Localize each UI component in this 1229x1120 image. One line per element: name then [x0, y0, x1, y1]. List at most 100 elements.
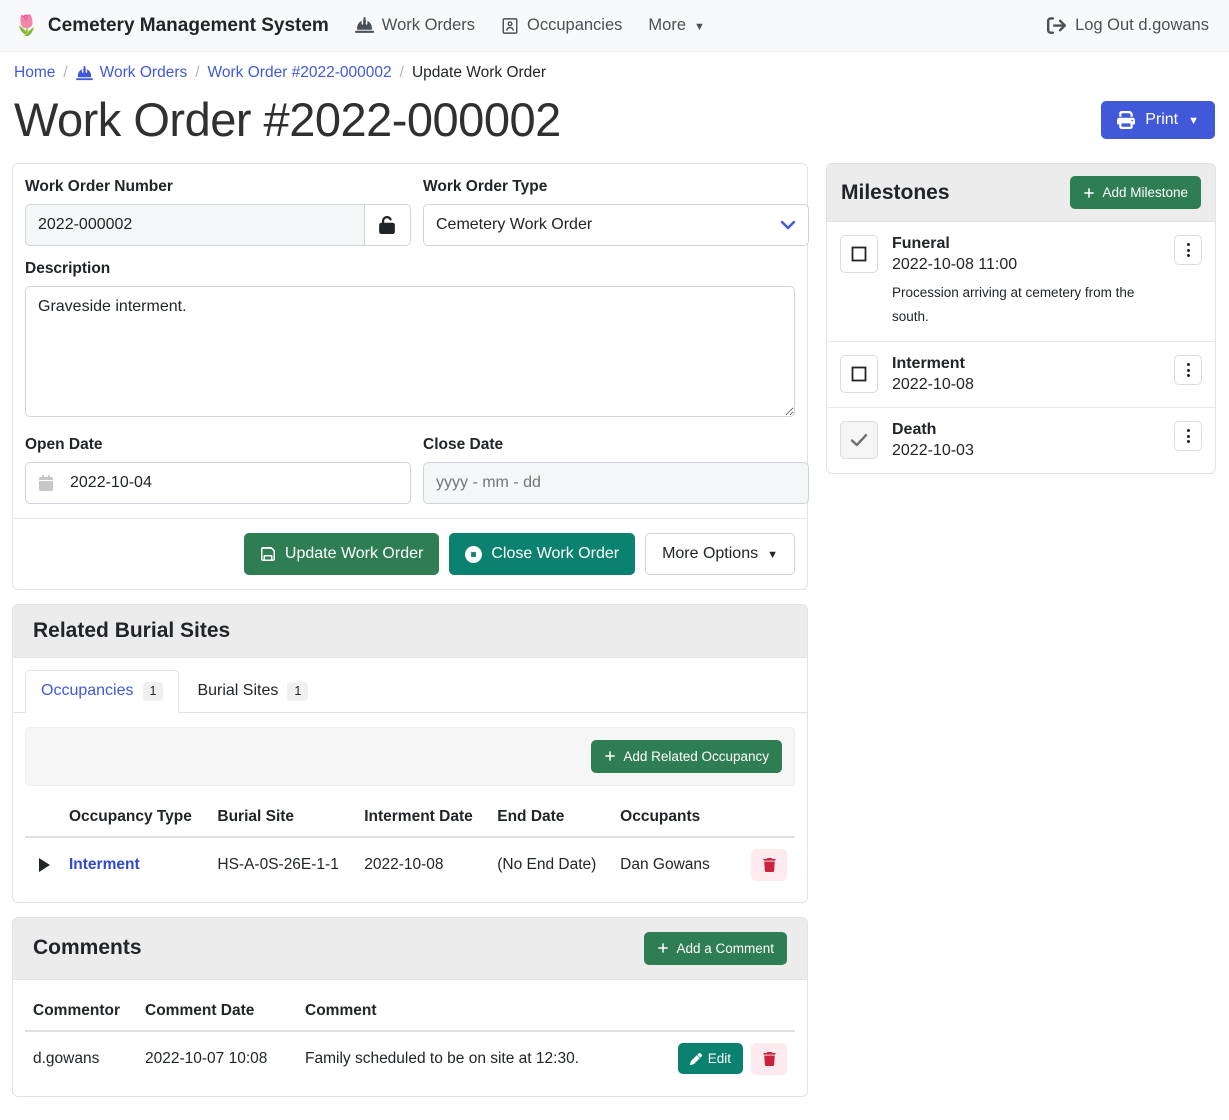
breadcrumb-work-orders-label: Work Orders	[99, 64, 188, 81]
page-title-row: Work Order #2022-000002 Print ▼	[0, 82, 1229, 153]
trash-icon	[762, 1051, 776, 1066]
logout-button[interactable]: Log Out d.gowans	[1047, 16, 1215, 35]
top-navbar: 🌷 Cemetery Management System Work Orders…	[0, 0, 1229, 52]
column-comment-date: Comment Date	[137, 995, 297, 1032]
breadcrumb-home[interactable]: Home	[14, 64, 56, 81]
milestone-checkbox[interactable]	[840, 235, 878, 273]
add-milestone-button[interactable]: Add Milestone	[1070, 176, 1201, 209]
update-work-order-button[interactable]: Update Work Order	[243, 533, 440, 575]
milestone-menu-button[interactable]	[1174, 421, 1202, 452]
add-comment-label: Add a Comment	[676, 940, 774, 956]
add-milestone-label: Add Milestone	[1102, 185, 1188, 200]
close-date-label: Close Date	[423, 436, 504, 453]
occupancies-table-header-row: Occupancy Type Burial Site Interment Dat…	[25, 801, 795, 838]
cell-commentor: d.gowans	[33, 1049, 100, 1067]
vertical-ellipsis-icon	[1186, 363, 1190, 378]
milestone-menu-button[interactable]	[1174, 355, 1202, 386]
add-comment-button[interactable]: Add a Comment	[644, 931, 787, 965]
unlock-icon	[379, 216, 396, 234]
more-options-button[interactable]: More Options ▼	[645, 533, 795, 575]
milestone-body: Interment 2022-10-08	[892, 355, 1160, 394]
tab-burial-sites[interactable]: Burial Sites 1	[181, 670, 324, 713]
close-work-order-label: Close Work Order	[491, 545, 620, 562]
comments-table-header-row: Commentor Comment Date Comment	[25, 995, 795, 1032]
open-date-input[interactable]	[25, 462, 411, 504]
close-date-input[interactable]	[423, 462, 809, 504]
update-work-order-label: Update Work Order	[284, 545, 424, 562]
milestones-title: Milestones	[841, 180, 950, 204]
table-row: d.gowans 2022-10-07 10:08 Family schedul…	[25, 1031, 795, 1086]
tab-burial-sites-label: Burial Sites	[197, 682, 279, 700]
print-button[interactable]: Print ▼	[1101, 100, 1215, 139]
column-interment-date: Interment Date	[356, 801, 490, 838]
pencil-icon	[689, 1052, 702, 1065]
milestone-date: 2022-10-03	[892, 442, 974, 460]
work-order-form-card: Work Order Number Work Order Type	[12, 163, 809, 590]
milestone-item: Death 2022-10-03	[827, 408, 1215, 473]
tab-occupancies[interactable]: Occupancies 1	[25, 670, 180, 713]
related-burial-sites-card: Related Burial Sites Occupancies 1 Buria…	[12, 604, 808, 903]
work-order-type-select[interactable]	[423, 204, 809, 246]
right-column: Milestones Add Milestone Funeral	[826, 163, 1216, 488]
nav-item-work-orders-label: Work Orders	[381, 16, 476, 34]
nav-item-more-label: More	[648, 16, 686, 34]
close-work-order-button[interactable]: Close Work Order	[449, 533, 636, 575]
related-tabs: Occupancies 1 Burial Sites 1	[13, 658, 807, 713]
expand-triangle-icon[interactable]	[39, 857, 50, 872]
cell-burial-site: HS-A-0S-26E-1-1	[217, 855, 339, 873]
nav-item-occupancies-label: Occupancies	[527, 16, 623, 34]
nav-item-work-orders[interactable]: Work Orders	[354, 16, 476, 35]
calendar-icon	[39, 475, 53, 491]
monument-icon	[501, 17, 519, 35]
milestone-date: 2022-10-08 11:00	[892, 256, 1018, 273]
column-end-date: End Date	[489, 801, 613, 838]
milestone-title: Interment	[892, 355, 965, 373]
work-order-number-group: Work Order Number	[25, 178, 411, 246]
milestone-description: Procession arriving at cemetery from the…	[892, 285, 1135, 324]
delete-occupancy-button[interactable]	[751, 848, 787, 881]
left-column: Work Order Number Work Order Type	[12, 163, 809, 1111]
page-title: Work Order #2022-000002	[14, 93, 561, 146]
print-label: Print	[1145, 110, 1179, 128]
nav-item-occupancies[interactable]: Occupancies	[501, 16, 622, 35]
edit-comment-label: Edit	[707, 1051, 731, 1066]
breadcrumb-separator: /	[399, 64, 404, 81]
cell-occupancy-type: Interment	[61, 837, 209, 892]
checkmark-icon	[850, 433, 868, 447]
column-commentor: Commentor	[25, 995, 137, 1032]
work-order-number-input[interactable]	[25, 204, 364, 246]
column-comment: Comment	[297, 995, 665, 1032]
milestone-body: Funeral 2022-10-08 11:00 Procession arri…	[892, 235, 1160, 328]
trash-icon	[762, 857, 776, 872]
chevron-down-icon: ▼	[767, 549, 778, 561]
add-related-occupancy-button[interactable]: Add Related Occupancy	[591, 739, 782, 773]
cell-comment: Family scheduled to be on site at 12:30.	[305, 1049, 579, 1067]
logout-label: Log Out d.gowans	[1075, 16, 1209, 34]
column-occupancy-type: Occupancy Type	[61, 801, 210, 838]
milestone-checkbox[interactable]	[840, 355, 878, 394]
occupancy-type-link[interactable]: Interment	[69, 855, 140, 873]
form-actions: Update Work Order Close Work Order More …	[13, 518, 807, 589]
milestone-menu-button[interactable]	[1174, 235, 1202, 265]
delete-comment-button[interactable]	[751, 1042, 787, 1075]
cell-end-date: (No End Date)	[497, 855, 597, 873]
milestone-checkbox[interactable]	[840, 421, 878, 460]
cell-occupants: Dan Gowans	[620, 855, 710, 873]
description-group: Description Graveside interment.	[25, 260, 795, 422]
tab-burial-sites-count: 1	[287, 682, 309, 701]
unlock-button[interactable]	[363, 204, 411, 246]
breadcrumb-separator: /	[195, 64, 200, 81]
breadcrumb-work-orders[interactable]: Work Orders	[75, 64, 188, 82]
description-textarea[interactable]: Graveside interment.	[25, 286, 795, 417]
edit-comment-button[interactable]: Edit	[677, 1043, 743, 1074]
milestone-body: Death 2022-10-03	[892, 421, 1160, 460]
table-row: Interment HS-A-0S-26E-1-1 2022-10-08 (No…	[25, 837, 795, 892]
breadcrumb-work-order[interactable]: Work Order #2022-000002	[207, 64, 392, 81]
related-burial-sites-header: Related Burial Sites	[13, 605, 807, 658]
open-date-group: Open Date	[25, 436, 411, 504]
sign-out-icon	[1047, 16, 1067, 35]
nav-item-more[interactable]: More ▼	[648, 16, 704, 35]
cell-comment-date: 2022-10-07 10:08	[145, 1049, 268, 1067]
brand[interactable]: 🌷 Cemetery Management System	[14, 15, 329, 37]
chevron-down-icon: ▼	[1188, 114, 1199, 127]
